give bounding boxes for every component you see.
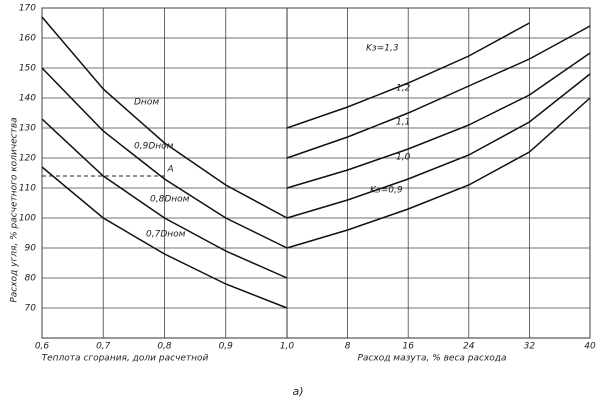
plot-frame (286, 7, 591, 339)
curve (41, 166, 288, 309)
curve (286, 25, 591, 159)
curve-label: 0,8Dном (150, 195, 190, 205)
y-axis-title: Расход угля, % расчетного количества (10, 117, 20, 302)
curve-label: 1,0 (396, 153, 411, 163)
curve-label: 1,2 (396, 84, 411, 94)
x-tick-label: 0,7 (96, 342, 111, 352)
x-axis-title: Расход мазута, % веса расхода (357, 354, 506, 364)
x-tick-label: 16 (402, 342, 414, 352)
y-tick-label: 120 (19, 154, 36, 164)
y-tick-label: 70 (25, 304, 37, 314)
x-tick-label: 24 (463, 342, 475, 352)
y-tick-label: 130 (19, 124, 36, 134)
y-tick-label: 80 (25, 274, 37, 284)
x-axis-title: Теплота сгорания, доли расчетной (42, 354, 209, 364)
curve-label: 0,7Dном (146, 230, 186, 240)
x-tick-label: 1,0 (280, 342, 295, 352)
curve (41, 67, 288, 249)
x-tick-label: 8 (345, 342, 351, 352)
curve (41, 118, 288, 279)
curve-label: Dном (134, 98, 159, 108)
y-tick-label: 140 (19, 94, 36, 104)
curve (286, 22, 530, 129)
x-tick-label: 0,8 (157, 342, 172, 352)
curve-label: 0,9Dном (134, 142, 174, 152)
y-tick-label: 160 (19, 34, 36, 44)
y-tick-label: 90 (25, 244, 37, 254)
curve-label: Kз=1,3 (366, 44, 399, 54)
curve (286, 97, 591, 249)
x-tick-label: 32 (524, 342, 536, 352)
curve (286, 73, 591, 219)
caption: а) (292, 385, 303, 398)
curve (286, 52, 591, 189)
annotation-label: A (167, 165, 174, 175)
x-tick-label: 0,6 (35, 342, 50, 352)
curve-label: 1,1 (396, 118, 410, 128)
y-tick-label: 170 (19, 4, 36, 14)
curve (41, 16, 288, 219)
x-tick-label: 40 (584, 342, 596, 352)
x-tick-label: 0,9 (219, 342, 234, 352)
y-tick-label: 150 (19, 64, 36, 74)
curve-label: Kз=0,9 (370, 186, 403, 196)
y-tick-label: 110 (19, 184, 36, 194)
y-tick-label: 100 (19, 214, 36, 224)
